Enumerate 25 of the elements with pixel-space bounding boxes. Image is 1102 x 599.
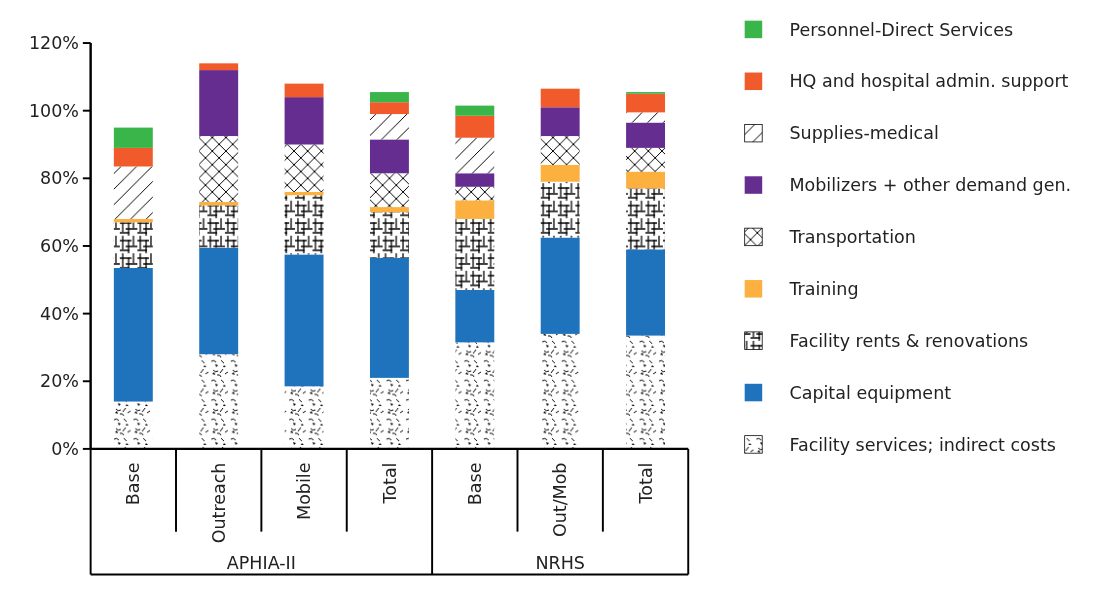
x-tick-label: Total xyxy=(635,462,656,505)
legend-label: Transportation xyxy=(788,227,916,248)
legend-label: Mobilizers + other demand gen. xyxy=(789,175,1072,196)
legend-label: HQ and hospital admin. support xyxy=(789,71,1069,92)
x-tick-label: Out/Mob xyxy=(550,462,571,538)
legend-label: Facility services; indirect costs xyxy=(789,434,1056,455)
y-tick-label: 0% xyxy=(51,439,79,460)
y-tick-label: 40% xyxy=(40,303,79,324)
y-tick-label: 80% xyxy=(40,168,79,189)
legend-label: Personnel-Direct Services xyxy=(789,19,1014,40)
y-tick-label: 60% xyxy=(40,236,79,257)
y-tick-label: 100% xyxy=(28,100,79,121)
legend-label: Facility rents & renovations xyxy=(789,330,1029,351)
text: APHIA-II xyxy=(226,552,296,573)
x-tick-label: Mobile xyxy=(294,462,315,520)
x-tick-label: Total xyxy=(379,462,400,505)
x-tick-label: Base xyxy=(123,462,144,506)
x-tick-label: Base xyxy=(464,462,485,506)
text: NRHS xyxy=(535,552,585,573)
y-tick-label: 120% xyxy=(28,33,79,54)
x-tick-label: Outreach xyxy=(208,462,229,544)
legend-label: Capital equipment xyxy=(789,382,952,403)
legend-label: Training xyxy=(788,278,859,299)
y-tick-label: 20% xyxy=(40,371,79,392)
legend-label: Supplies-medical xyxy=(789,123,939,144)
